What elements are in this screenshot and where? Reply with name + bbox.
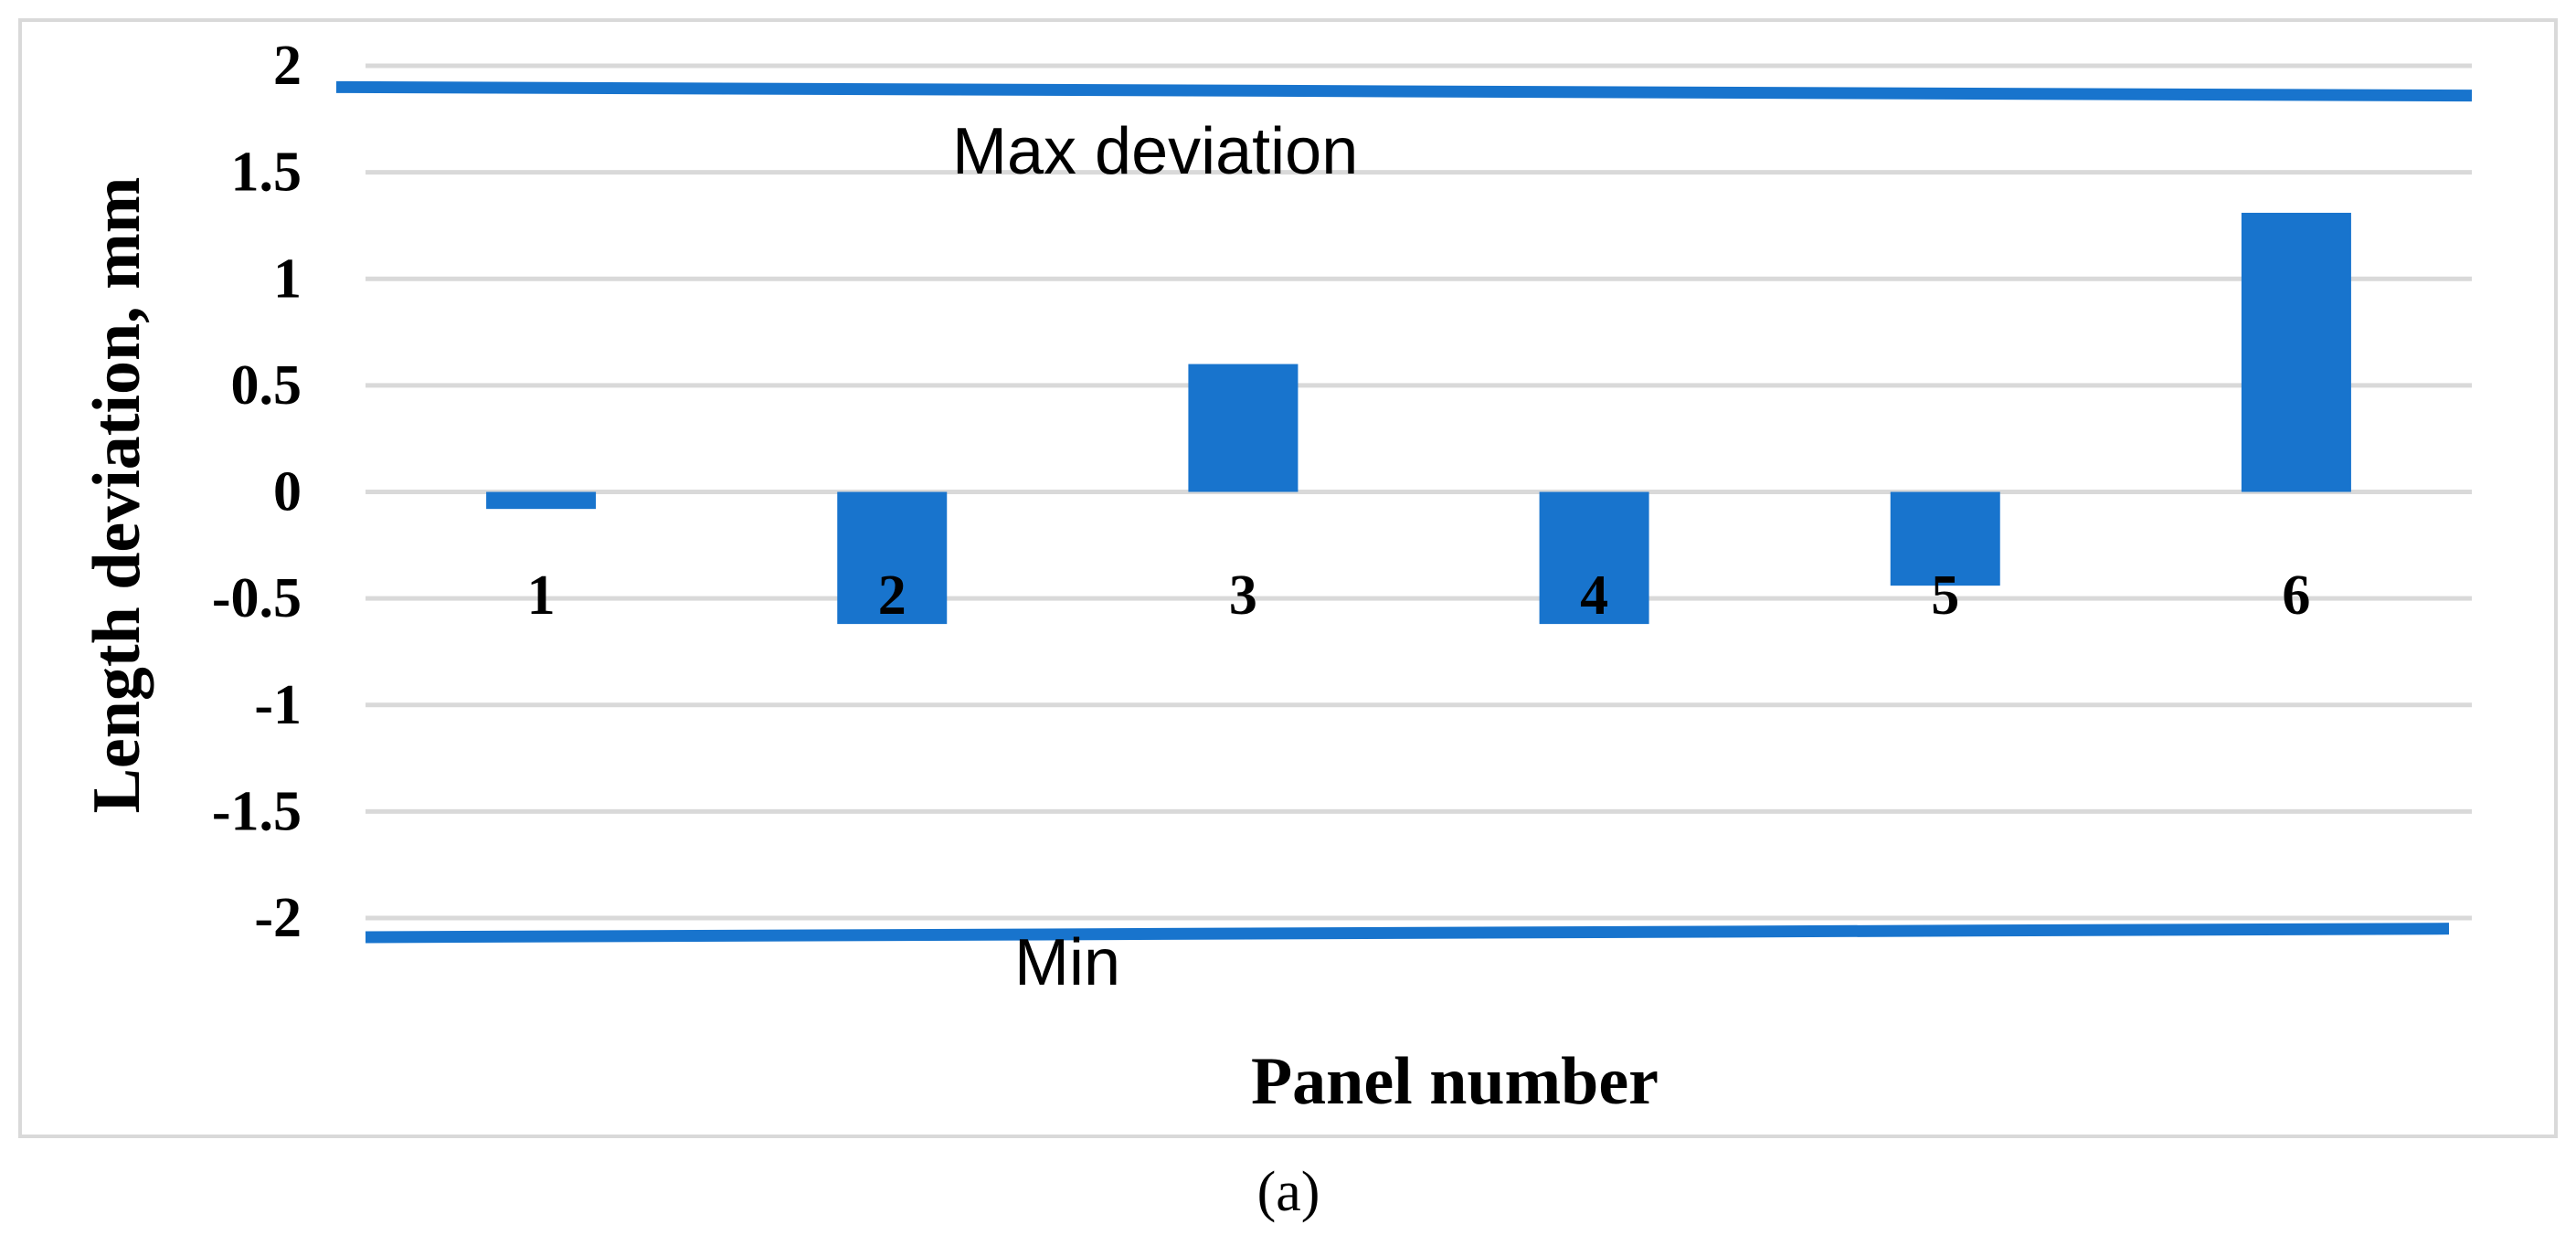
gridlines	[366, 63, 2472, 921]
x-axis-title: Panel number	[1251, 1044, 1659, 1119]
y-tick-label: -0.5	[212, 567, 302, 629]
bars	[486, 212, 2351, 625]
bar	[1188, 364, 1299, 492]
y-tick-label: -2	[254, 887, 302, 949]
y-tick-label: 1.5	[231, 142, 302, 204]
bar	[2241, 212, 2351, 492]
max-deviation-annotation: Max deviation	[952, 115, 1358, 188]
y-tick-label: 0.5	[231, 354, 302, 417]
y-tick-label: 0	[273, 461, 302, 523]
y-tick-label: 1	[273, 248, 302, 310]
y-tick-label: 2	[273, 35, 302, 97]
y-axis-title: Length deviation, mm	[80, 177, 154, 814]
plot-frame	[18, 18, 2558, 1138]
bar	[837, 491, 948, 625]
category-label: 4	[1580, 565, 1608, 627]
min-annotation: Min	[1014, 926, 1120, 999]
category-label: 2	[878, 565, 906, 627]
limit-lines	[335, 80, 2473, 944]
category-label: 6	[2282, 565, 2310, 627]
category-label: 5	[1931, 565, 1959, 627]
figure-caption: (a)	[1257, 1161, 1320, 1223]
y-tick-labels: 2 1.5 1 0.5 0 -0.5 -1 -1.5 -2	[212, 35, 302, 949]
min-deviation-line	[365, 923, 2450, 944]
category-label: 1	[527, 565, 556, 627]
max-deviation-line	[335, 80, 2473, 102]
category-label: 3	[1229, 565, 1257, 627]
y-tick-label: -1	[254, 674, 302, 736]
bar	[1890, 491, 2000, 586]
y-tick-label: -1.5	[212, 780, 302, 842]
bar	[486, 491, 597, 510]
bar	[1539, 491, 1649, 625]
category-labels: 1 2 3 4 5 6	[527, 565, 2311, 627]
